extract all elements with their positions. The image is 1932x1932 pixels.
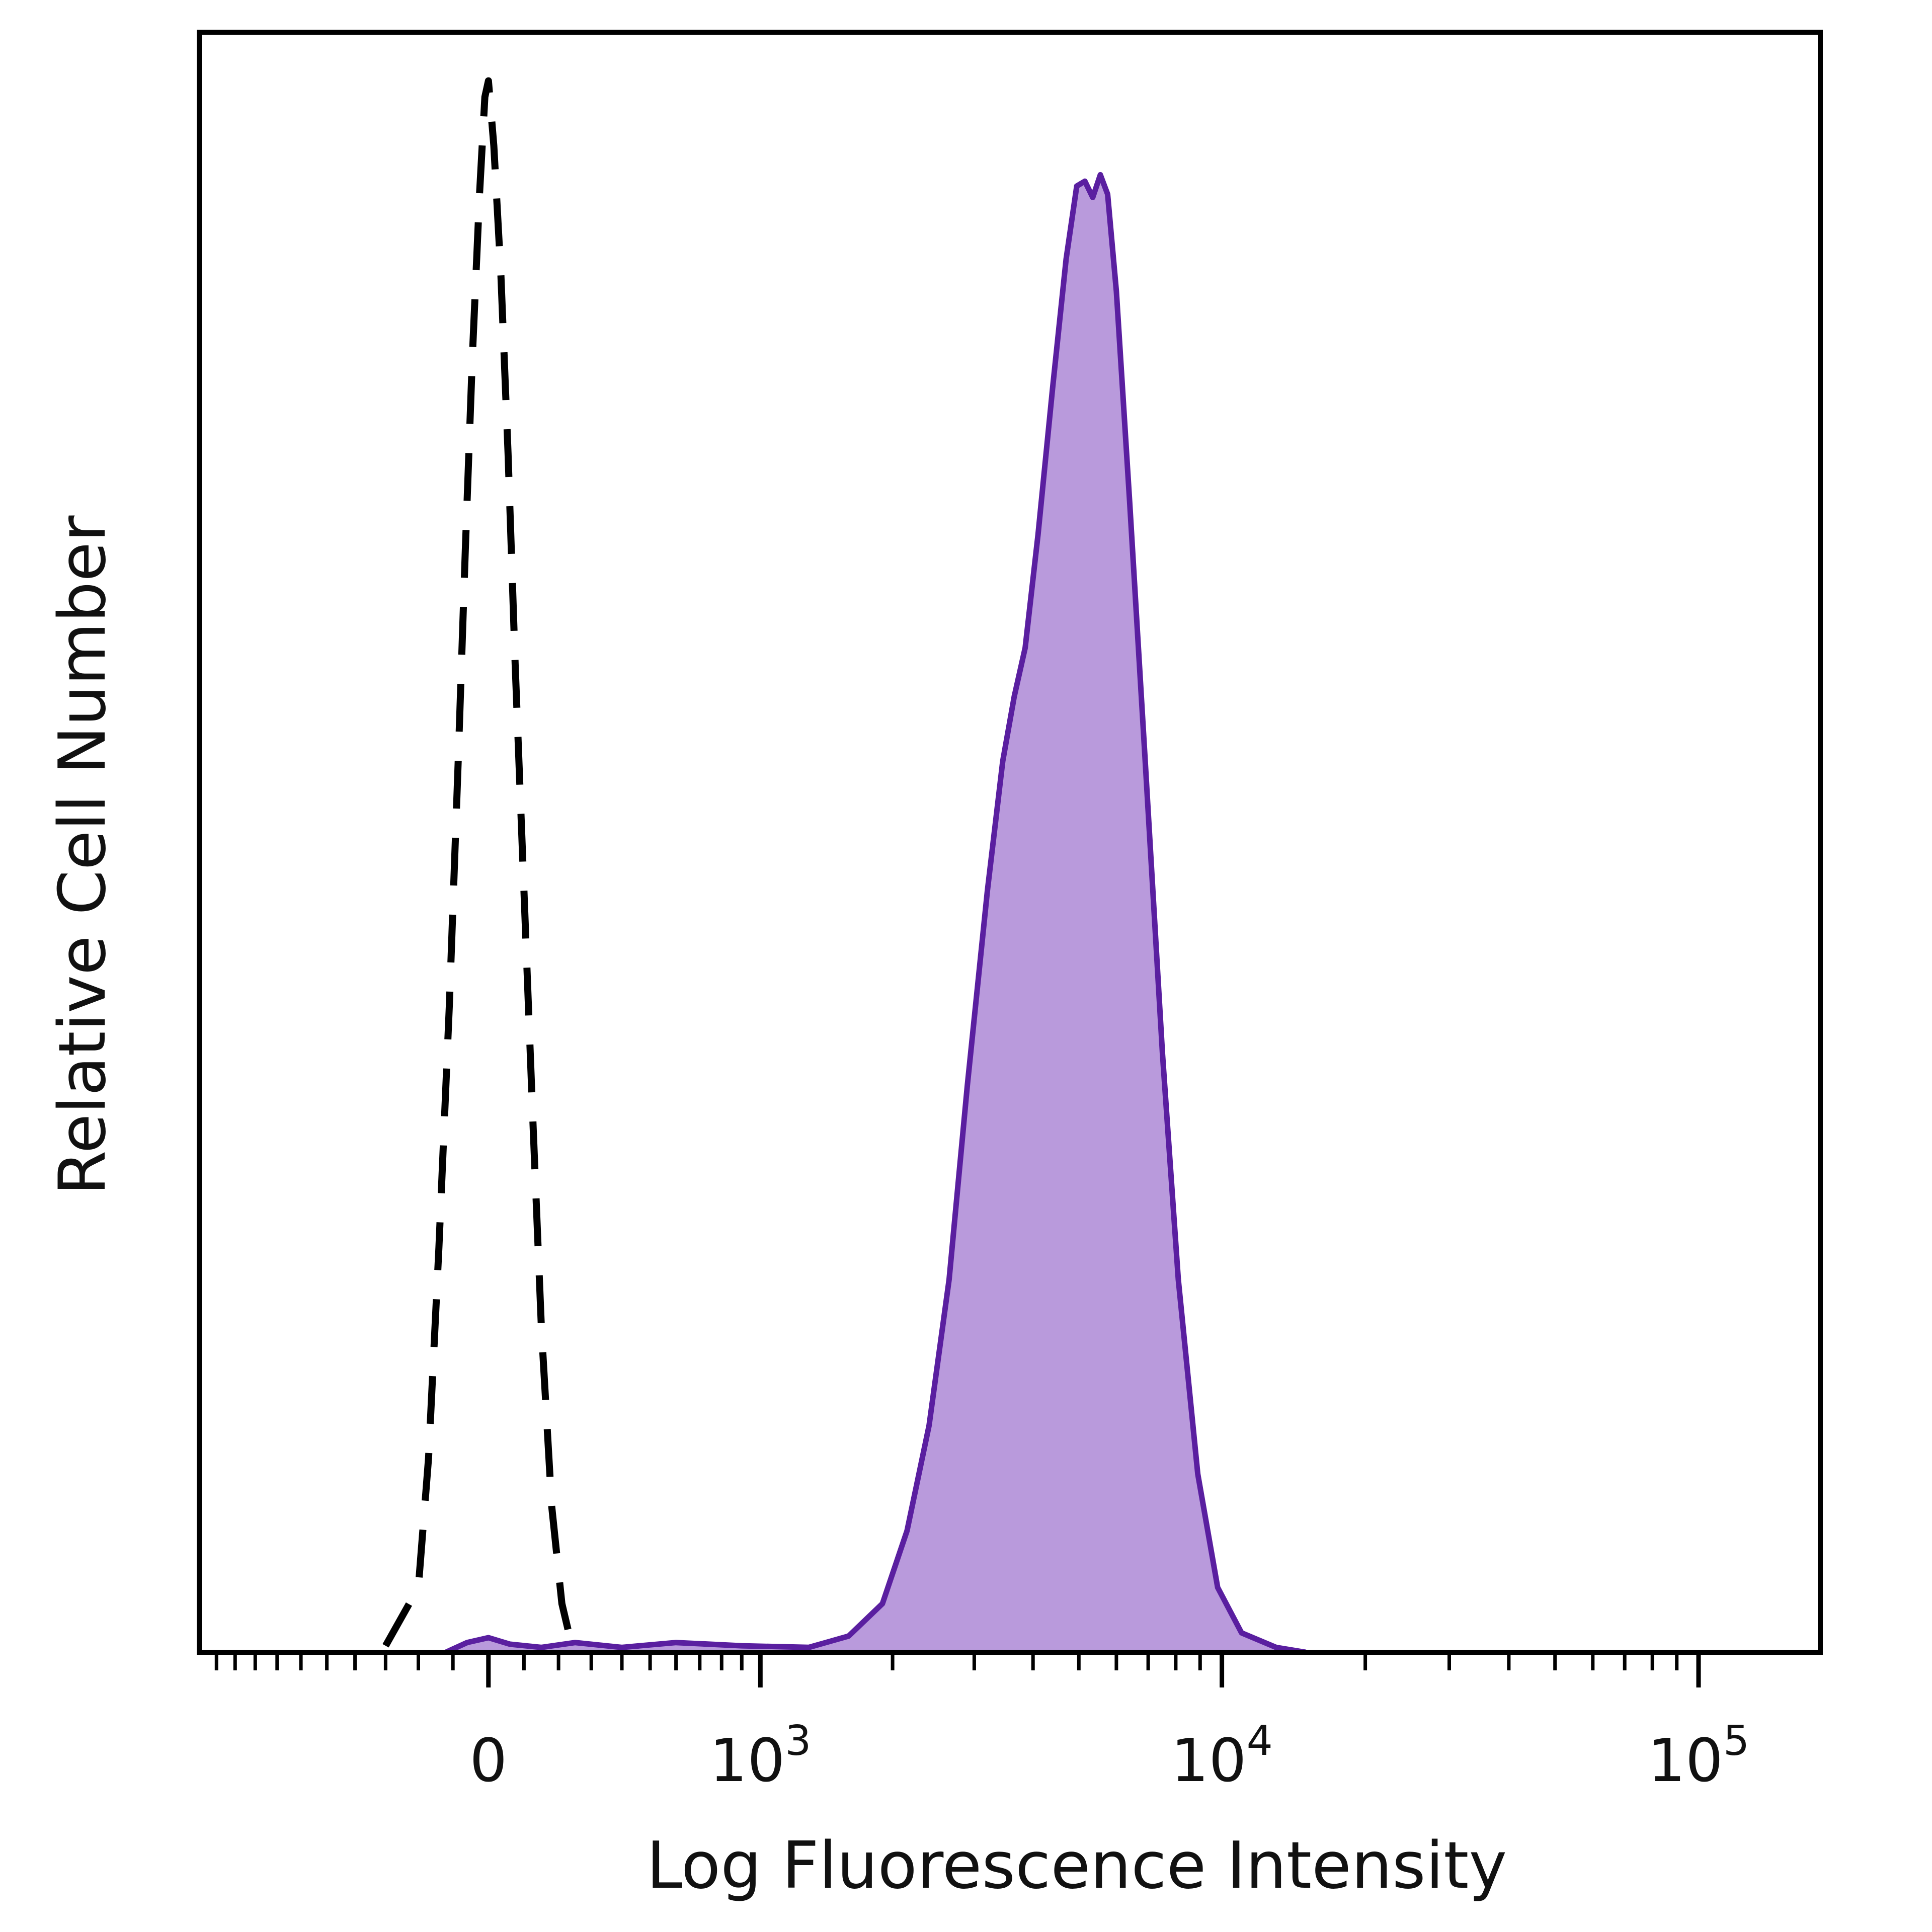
x-tick-label-base: 10	[1648, 1726, 1723, 1795]
plot-frame	[197, 30, 1823, 1655]
x-tick-label: 104	[1171, 1717, 1272, 1795]
x-tick-label-base: 10	[709, 1726, 785, 1795]
x-tick-label: 0	[469, 1726, 507, 1795]
x-axis-tick-labels: 0 103 104 105	[469, 1717, 1749, 1795]
x-tick-label-exponent: 4	[1247, 1717, 1273, 1765]
x-tick-label-base: 0	[469, 1726, 507, 1795]
x-tick-label-exponent: 5	[1723, 1717, 1749, 1765]
y-axis-title: Relative Cell Number	[45, 515, 120, 1195]
x-tick-label: 103	[709, 1717, 811, 1795]
series-0-dashed-outline	[382, 77, 576, 1648]
x-tick-label-exponent: 3	[785, 1717, 811, 1765]
x-axis-title: Log Fluorescence Intensity	[647, 1828, 1507, 1903]
x-axis-ticks	[214, 1652, 1701, 1687]
series-layer	[382, 77, 1307, 1655]
series-1-fill	[446, 175, 1306, 1653]
x-tick-label-base: 10	[1171, 1726, 1246, 1795]
x-tick-label: 105	[1648, 1717, 1749, 1795]
series-1-outline	[444, 172, 1307, 1655]
